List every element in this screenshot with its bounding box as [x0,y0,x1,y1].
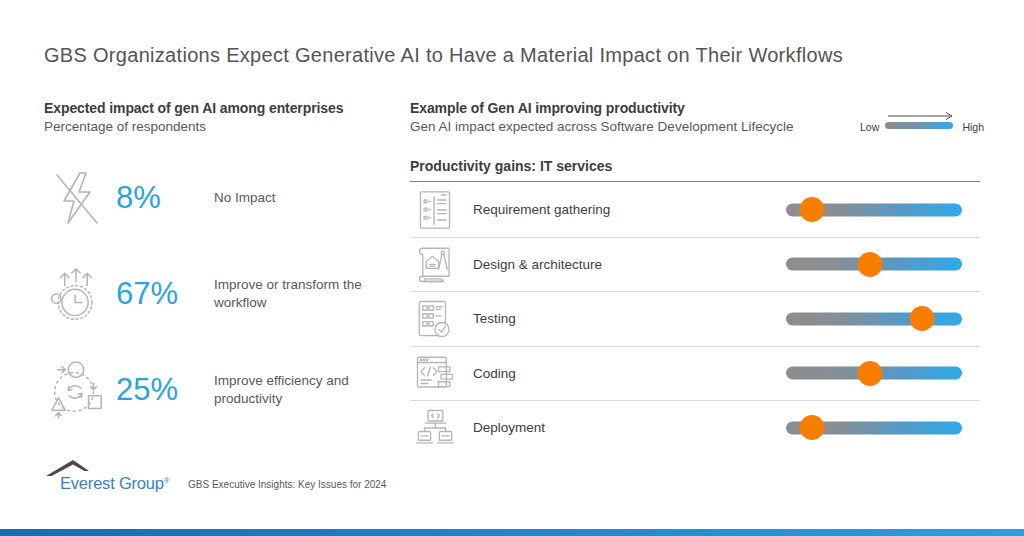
bottom-brand-bar [0,529,1024,536]
left-panel-subheading: Percentage of respondents [44,119,394,134]
deployment-icon [412,405,458,451]
row-label: Design & architecture [473,257,602,272]
logo-text: Everest Group® [60,474,169,493]
table-row-requirement-gathering: Requirement gathering [410,183,980,238]
row-label: Coding [473,366,516,381]
table-row-deployment: Deployment [410,401,980,455]
right-panel-heading: Example of Gen AI improving productivity [410,100,850,116]
design-architecture-icon [412,241,458,287]
testing-icon [412,296,458,342]
stat-label: No Impact [214,189,379,207]
efficiency-icon [44,357,108,423]
impact-slider-handle[interactable] [858,361,883,386]
legend-arrow-icon [886,110,956,120]
stat-no-impact: 8% No Impact [44,150,404,246]
impact-slider [786,258,962,271]
section-title: Productivity gains: IT services [410,158,980,182]
impact-slider [786,203,962,216]
productivity-rows: Requirement gathering Design & architect… [410,183,980,455]
footer: Everest Group® GBS Executive Insights: K… [46,459,386,493]
stat-value: 8% [116,180,194,216]
coding-icon [412,350,458,396]
transform-workflow-icon [44,261,108,327]
legend-gradient-bar [885,122,953,129]
source-text: GBS Executive Insights: Key Issues for 2… [188,479,386,493]
registered-mark: ® [164,476,170,485]
requirement-gathering-icon [412,187,458,233]
impact-slider-handle[interactable] [800,415,825,440]
impact-slider [786,312,962,325]
impact-legend: Low High [860,110,984,136]
table-row-design-architecture: Design & architecture [410,238,980,293]
stat-efficiency: 25% Improve efficiency and productivity [44,342,404,438]
no-impact-icon [44,165,108,231]
impact-slider-handle[interactable] [909,306,934,331]
left-panel-header: Expected impact of gen AI among enterpri… [44,100,394,134]
stat-transform-workflow: 67% Improve or transform the workflow [44,246,404,342]
legend-high-label: High [962,121,984,133]
row-label: Testing [473,311,516,326]
table-row-testing: Testing [410,292,980,347]
impact-stats-list: 8% No Impact 67% Improve or transform th… [44,150,404,438]
right-panel-subheading: Gen AI impact expected across Software D… [410,119,850,134]
right-panel-header: Example of Gen AI improving productivity… [410,100,850,134]
page-title: GBS Organizations Expect Generative AI t… [44,44,994,67]
table-row-coding: Coding [410,347,980,402]
stat-label: Improve or transform the workflow [214,276,379,312]
impact-slider-handle[interactable] [800,197,825,222]
impact-slider [786,421,962,434]
stat-value: 25% [116,372,194,408]
left-panel-heading: Expected impact of gen AI among enterpri… [44,100,394,116]
row-label: Requirement gathering [473,202,610,217]
stat-label: Improve efficiency and productivity [214,372,379,408]
impact-slider-handle[interactable] [858,252,883,277]
row-label: Deployment [473,420,545,435]
everest-group-logo: Everest Group® [46,459,174,493]
stat-value: 67% [116,276,194,312]
impact-slider [786,367,962,380]
legend-low-label: Low [860,121,879,133]
